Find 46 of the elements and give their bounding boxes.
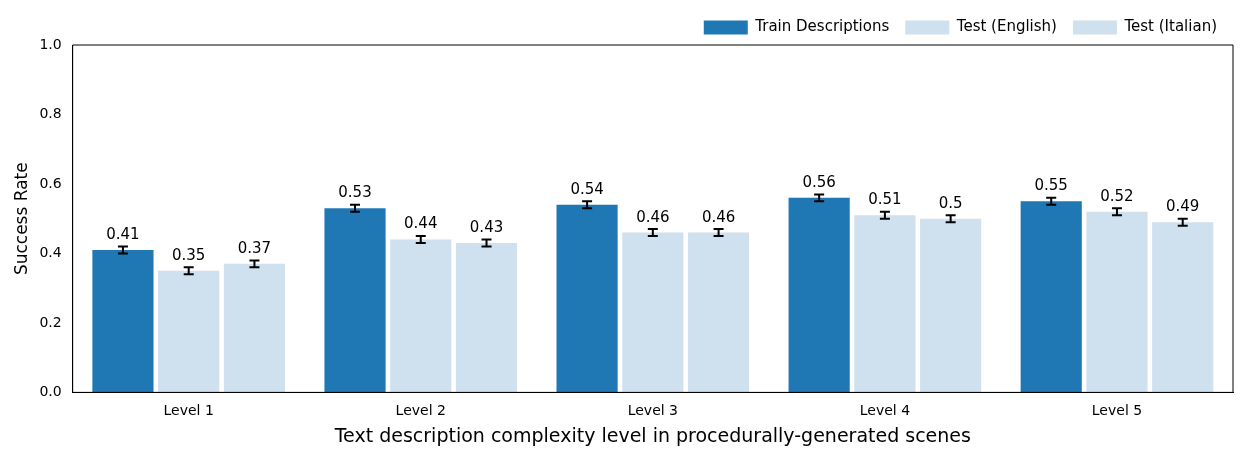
y-tick-label: 0.8 <box>39 105 62 122</box>
x-axis-title: Text description complexity level in procedurally-generated scenes <box>333 423 971 446</box>
bar <box>1152 222 1214 393</box>
bar <box>1086 211 1148 393</box>
bar <box>158 270 220 393</box>
bar <box>622 232 684 393</box>
x-tick-label: Level 2 <box>395 402 446 419</box>
data-label: 0.56 <box>802 172 836 191</box>
y-tick-label: 0.2 <box>39 313 62 330</box>
bar <box>688 232 750 393</box>
bar <box>788 197 850 393</box>
y-tick-label: 0.0 <box>39 383 62 400</box>
data-label: 0.52 <box>1100 186 1134 205</box>
x-tick-label: Level 1 <box>163 402 214 419</box>
bar <box>1020 201 1082 393</box>
y-axis-title: Success Rate <box>10 162 31 276</box>
legend-label: Test (English) <box>955 17 1057 36</box>
data-label: 0.35 <box>172 245 206 264</box>
data-label: 0.5 <box>938 193 963 212</box>
data-label: 0.44 <box>404 214 438 233</box>
bar <box>390 239 452 393</box>
data-label: 0.37 <box>237 238 272 257</box>
data-label: 0.43 <box>469 217 504 236</box>
y-tick-label: 0.6 <box>39 174 62 191</box>
y-tick-label: 1.0 <box>39 35 62 52</box>
bar <box>455 243 518 393</box>
data-label: 0.51 <box>868 190 902 209</box>
data-label: 0.53 <box>338 183 372 202</box>
data-label: 0.55 <box>1034 176 1068 195</box>
bar <box>920 218 982 393</box>
data-label: 0.49 <box>1166 197 1200 216</box>
x-tick-label: Level 4 <box>859 402 911 419</box>
bar <box>556 204 618 393</box>
bar <box>324 208 386 393</box>
y-tick-label: 0.4 <box>39 244 62 261</box>
data-label: 0.54 <box>570 179 604 198</box>
x-tick-label: Level 3 <box>627 402 678 419</box>
bar <box>223 263 286 393</box>
bar <box>854 215 916 393</box>
x-tick-label: Level 5 <box>1091 402 1143 419</box>
legend-label: Train Descriptions <box>754 17 890 36</box>
legend-label: Test (Italian) <box>1123 17 1218 36</box>
bar <box>92 249 154 393</box>
data-label: 0.46 <box>701 207 736 226</box>
data-label: 0.41 <box>106 224 140 243</box>
data-label: 0.46 <box>636 207 670 226</box>
